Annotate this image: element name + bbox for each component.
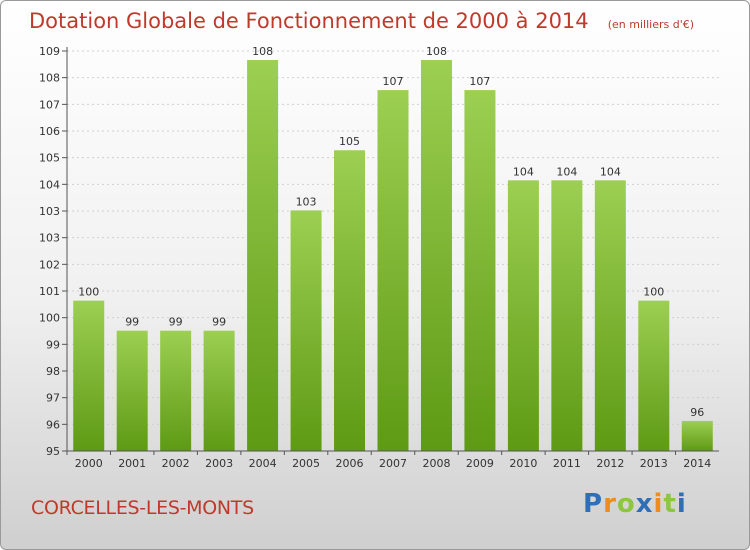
bar	[551, 180, 583, 451]
data-label: 107	[469, 75, 490, 88]
logo-letter: o	[616, 489, 636, 519]
bar	[420, 60, 452, 452]
y-tick-label: 105	[39, 152, 60, 165]
x-tick-label: 2010	[509, 457, 537, 470]
data-label: 100	[643, 286, 664, 299]
bar	[160, 330, 192, 451]
bar	[334, 150, 366, 452]
x-tick-label: 2007	[379, 457, 407, 470]
logo-letter: i	[653, 489, 664, 519]
bar	[681, 420, 713, 451]
x-tick-label: 2011	[553, 457, 581, 470]
y-tick-label: 97	[46, 392, 60, 405]
x-tick-label: 2008	[422, 457, 450, 470]
y-tick-label: 98	[46, 365, 60, 378]
x-tick-label: 2012	[596, 457, 624, 470]
y-tick-label: 95	[46, 445, 60, 458]
chart-heading: Dotation Globale de Fonctionnement de 20…	[29, 9, 694, 33]
y-tick-label: 104	[39, 178, 60, 191]
y-tick-label: 102	[39, 258, 60, 271]
data-label: 99	[125, 316, 139, 329]
bar	[464, 90, 496, 451]
logo-letter: i	[676, 489, 687, 519]
logo-letter: P	[583, 489, 604, 519]
data-label: 104	[513, 165, 534, 178]
bars	[73, 60, 713, 452]
x-tick-label: 2003	[205, 457, 233, 470]
bar	[290, 210, 322, 451]
y-tick-label: 100	[39, 312, 60, 325]
bar	[116, 330, 148, 451]
data-label: 100	[78, 286, 99, 299]
x-tick-label: 2014	[683, 457, 711, 470]
x-tick-label: 2005	[292, 457, 320, 470]
y-tick-label: 106	[39, 125, 60, 138]
bar	[377, 90, 409, 451]
y-tick-label: 109	[39, 45, 60, 58]
y-tick-label: 107	[39, 98, 60, 111]
y-tick-label: 99	[46, 338, 60, 351]
data-label: 108	[252, 45, 273, 58]
data-label: 99	[169, 316, 183, 329]
data-label: 107	[383, 75, 404, 88]
x-tick-label: 2002	[162, 457, 190, 470]
x-tick-label: 2000	[75, 457, 103, 470]
y-tick-label: 101	[39, 285, 60, 298]
bar	[507, 180, 539, 451]
proxiti-logo: Proxiti	[583, 489, 687, 519]
x-tick-label: 2004	[249, 457, 277, 470]
logo-letter: t	[663, 489, 677, 519]
data-label: 96	[690, 406, 704, 419]
y-tick-label: 96	[46, 418, 60, 431]
logo-letter: x	[635, 489, 654, 519]
bar	[203, 330, 235, 451]
logo-letter: r	[603, 489, 617, 519]
x-tick-label: 2009	[466, 457, 494, 470]
y-tick-label: 108	[39, 72, 60, 85]
data-label: 108	[426, 45, 447, 58]
axes	[62, 47, 719, 455]
commune-name: CORCELLES-LES-MONTS	[31, 497, 254, 519]
bar	[73, 300, 105, 451]
data-label: 103	[296, 195, 317, 208]
y-tick-label: 103	[39, 205, 60, 218]
data-label: 99	[212, 316, 226, 329]
data-label: 104	[600, 165, 621, 178]
data-label: 105	[339, 135, 360, 148]
labels: 95 96 97 98 99 100 101 102 103 103 104 105 106 107 108…	[39, 45, 711, 470]
chart-subtitle: (en milliers d'€)	[607, 18, 695, 31]
bar	[594, 180, 626, 451]
y-tick-label: 103	[39, 232, 60, 245]
bar	[247, 60, 279, 452]
bar	[638, 300, 670, 451]
chart-title: Dotation Globale de Fonctionnement de 20…	[29, 9, 589, 33]
data-label: 104	[556, 165, 577, 178]
x-tick-label: 2001	[118, 457, 146, 470]
x-tick-label: 2006	[336, 457, 364, 470]
x-tick-label: 2013	[640, 457, 668, 470]
